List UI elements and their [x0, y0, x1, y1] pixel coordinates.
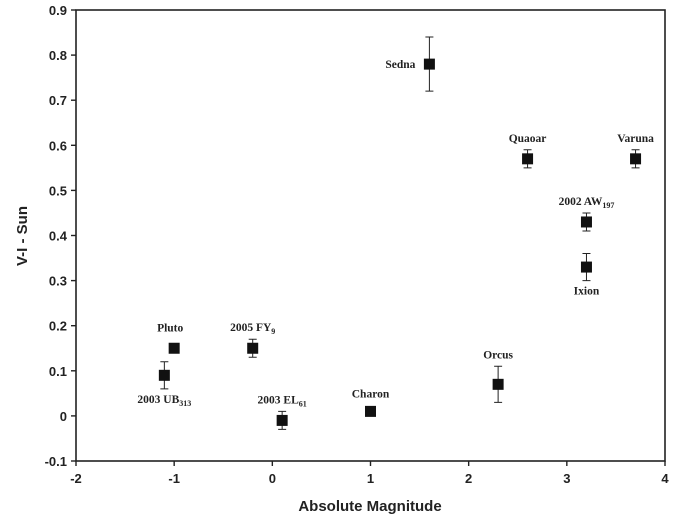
point-label: Charon — [352, 388, 390, 400]
point-label-subscript: 313 — [179, 399, 191, 408]
y-tick-label: 0.2 — [49, 319, 67, 334]
point-label-name: Varuna — [617, 133, 654, 145]
point-label: Sedna — [385, 59, 415, 71]
point-label: 2005 FY9 — [230, 322, 275, 336]
point-label: 2003 EL61 — [258, 394, 307, 408]
y-tick-label: 0 — [60, 409, 67, 424]
data-point — [247, 342, 259, 354]
x-tick-label: 4 — [661, 471, 669, 486]
y-tick-label: 0.4 — [49, 229, 68, 244]
x-tick-label: -2 — [70, 471, 82, 486]
point-label-name: Orcus — [483, 349, 513, 361]
x-tick-label: 0 — [269, 471, 276, 486]
x-tick-label: -1 — [168, 471, 180, 486]
x-axis-title: Absolute Magnitude — [298, 498, 441, 515]
data-point — [168, 342, 180, 354]
y-tick-label: 0.8 — [49, 48, 67, 63]
point-label-name: Charon — [352, 388, 390, 400]
point-label-name: 2002 AW — [559, 196, 603, 208]
x-tick-label: 3 — [563, 471, 570, 486]
point-label-subscript: 9 — [271, 327, 275, 336]
point-label: 2003 UB313 — [137, 394, 191, 408]
y-tick-label: 0.9 — [49, 3, 67, 18]
y-tick-label: 0.1 — [49, 364, 67, 379]
point-label: Quaoar — [509, 133, 547, 145]
point-label: Ixion — [574, 286, 600, 298]
data-point — [522, 153, 534, 165]
data-point — [365, 405, 376, 417]
y-axis-title: V-I - Sun — [14, 206, 31, 266]
data-point — [423, 58, 435, 70]
point-label: Varuna — [617, 133, 654, 145]
y-tick-label: 0.7 — [49, 93, 67, 108]
point-label-name: Ixion — [574, 286, 600, 298]
x-tick-label: 1 — [367, 471, 374, 486]
x-tick-label: 2 — [465, 471, 472, 486]
y-tick-label: 0.5 — [49, 183, 67, 198]
point-label: Pluto — [157, 322, 183, 334]
data-point — [158, 369, 170, 381]
point-label-name: 2005 FY — [230, 322, 272, 334]
y-tick-label: -0.1 — [45, 454, 67, 469]
data-point — [580, 261, 592, 273]
point-label-subscript: 61 — [299, 399, 307, 408]
point-label-name: Quaoar — [509, 133, 547, 145]
point-label-name: Sedna — [385, 59, 415, 71]
point-label: Orcus — [483, 349, 513, 361]
point-label: 2002 AW197 — [559, 196, 615, 210]
data-point — [276, 414, 288, 426]
point-label-subscript: 197 — [602, 201, 614, 210]
data-point — [580, 216, 592, 228]
data-point — [492, 378, 504, 390]
point-label-name: 2003 EL — [258, 394, 300, 406]
data-point — [630, 153, 642, 165]
y-tick-label: 0.6 — [49, 138, 67, 153]
point-label-name: 2003 UB — [137, 394, 179, 406]
y-tick-label: 0.3 — [49, 274, 67, 289]
point-label-name: Pluto — [157, 322, 183, 334]
